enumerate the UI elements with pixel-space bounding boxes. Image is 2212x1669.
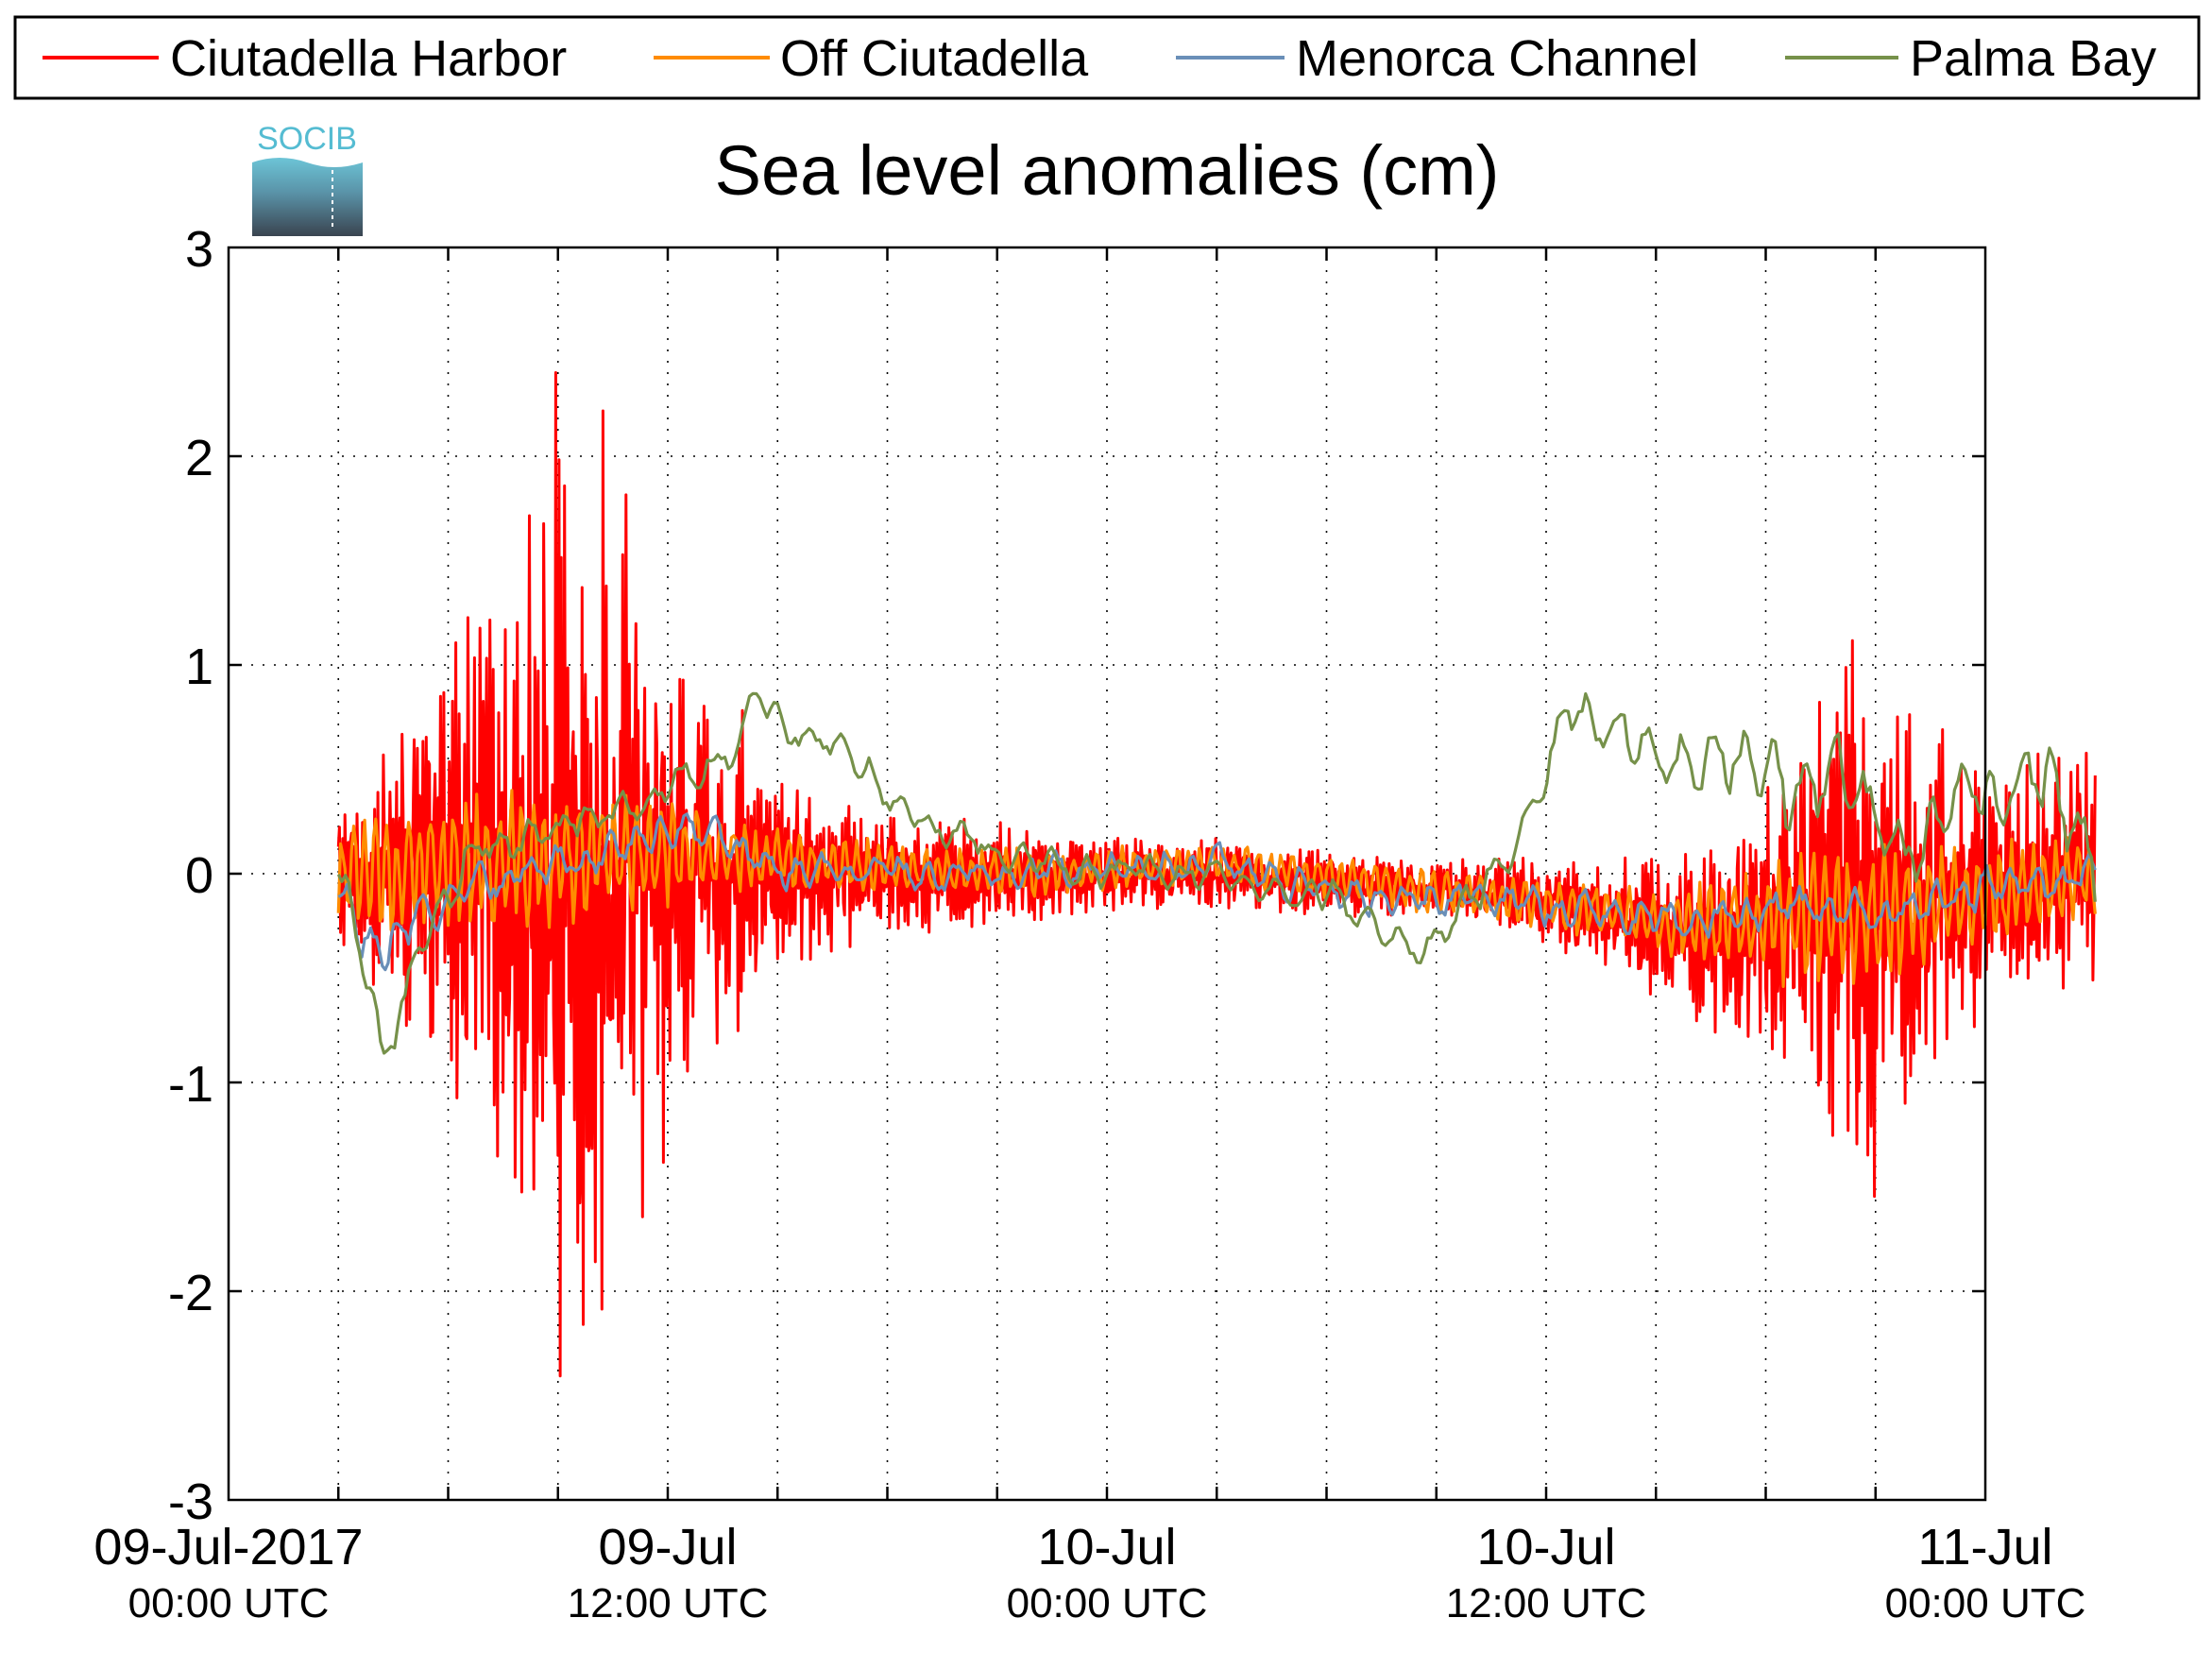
series-line-off-ciutadella [336,789,2097,989]
axis-labels: 3 2 1 0 -1 -2 -309-Jul-2017 00:00 UTC 09-Jul 12:0… [94,221,2085,1626]
series-line-palma-bay [336,691,2097,1055]
y-tick-label: 1 [185,639,213,695]
y-tick-label: 0 [185,847,213,904]
y-tick-label: -2 [168,1265,213,1321]
y-tick-label: 3 [185,221,213,278]
y-tick-label: 2 [185,430,213,486]
grid [229,247,1985,1500]
series-line-menorca-channel [337,812,2097,972]
x-tick-label-date: 09-Jul [598,1519,737,1575]
chart-title: Sea level anomalies (cm) [715,131,1500,210]
legend-label-palma-bay: Palma Bay [1910,30,2156,87]
plot-frame [227,246,1987,1502]
x-tick-label-date: 10-Jul [1037,1519,1176,1575]
x-tick-label-time: 00:00 UTC [1007,1580,1208,1626]
legend-label-ciutadella-harbor: Ciutadella Harbor [170,30,567,87]
x-tick-label-time: 12:00 UTC [1446,1580,1647,1626]
socib-logo: SOCIB [252,121,363,236]
x-tick-label-time: 12:00 UTC [568,1580,769,1626]
x-tick-label-time: 00:00 UTC [128,1580,330,1626]
legend-label-menorca-channel: Menorca Channel [1296,30,1698,87]
logo-text: SOCIB [257,121,357,157]
x-tick-label-date: 10-Jul [1476,1519,1615,1575]
y-tick-label: -1 [168,1056,213,1113]
x-tick-label-time: 00:00 UTC [1885,1580,2086,1626]
y-tick-label: -3 [168,1473,213,1530]
x-tick-label-date: 09-Jul-2017 [94,1519,363,1575]
legend: Ciutadella Harbor Off Ciutadella Menorca… [13,15,2201,100]
x-tick-label-date: 11-Jul [1917,1519,2052,1575]
plot-lines [336,371,2097,1378]
legend-label-off-ciutadella: Off Ciutadella [780,30,1089,87]
